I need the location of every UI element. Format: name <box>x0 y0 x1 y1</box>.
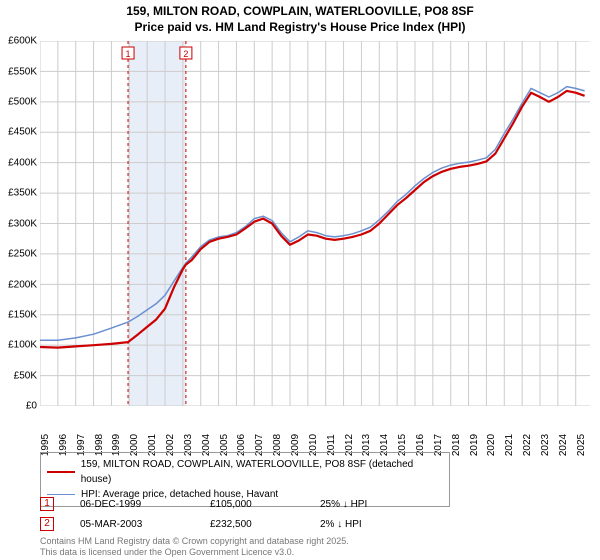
sale-diff: 2% ↓ HPI <box>320 519 420 530</box>
y-tick-label: £250K <box>8 249 37 260</box>
sale-marker: 2 <box>40 517 54 531</box>
x-axis-labels: 1995199619971998199920002001200220032004… <box>40 415 590 455</box>
legend-row: 159, MILTON ROAD, COWPLAIN, WATERLOOVILL… <box>47 457 443 487</box>
sale-row: 1 06-DEC-1999£105,00025% ↓ HPI <box>40 494 420 514</box>
sale-price: £232,500 <box>210 519 320 530</box>
y-tick-label: £600K <box>8 36 37 47</box>
title-line-1: 159, MILTON ROAD, COWPLAIN, WATERLOOVILL… <box>0 4 600 20</box>
attribution-line-2: This data is licensed under the Open Gov… <box>40 547 349 558</box>
y-tick-label: £150K <box>8 309 37 320</box>
svg-text:1: 1 <box>126 49 131 59</box>
y-tick-label: £500K <box>8 97 37 108</box>
y-tick-label: £0 <box>26 401 37 412</box>
chart-container: 159, MILTON ROAD, COWPLAIN, WATERLOOVILL… <box>0 0 600 560</box>
x-tick-label: 2018 <box>451 434 462 456</box>
x-tick-label: 2019 <box>469 434 480 456</box>
x-tick-label: 2020 <box>486 434 497 456</box>
y-tick-label: £300K <box>8 218 37 229</box>
chart-title-block: 159, MILTON ROAD, COWPLAIN, WATERLOOVILL… <box>0 0 600 35</box>
chart-area: 12 £0£50K£100K£150K£200K£250K£300K£350K£… <box>40 41 590 406</box>
y-tick-label: £350K <box>8 188 37 199</box>
sale-diff: 25% ↓ HPI <box>320 499 420 510</box>
sale-row: 2 05-MAR-2003£232,5002% ↓ HPI <box>40 514 420 534</box>
y-tick-label: £200K <box>8 279 37 290</box>
sales-table: 1 06-DEC-1999£105,00025% ↓ HPI 2 05-MAR-200… <box>40 494 420 534</box>
x-tick-label: 2022 <box>522 434 533 456</box>
y-tick-label: £450K <box>8 127 37 138</box>
sale-date: 05-MAR-2003 <box>80 519 210 530</box>
x-tick-label: 2025 <box>576 434 587 456</box>
title-line-2: Price paid vs. HM Land Registry's House … <box>0 20 600 36</box>
legend-swatch <box>47 471 75 473</box>
x-tick-label: 2023 <box>540 434 551 456</box>
y-tick-label: £50K <box>14 370 37 381</box>
legend-label: 159, MILTON ROAD, COWPLAIN, WATERLOOVILL… <box>81 457 443 487</box>
sale-price: £105,000 <box>210 499 320 510</box>
y-tick-label: £100K <box>8 340 37 351</box>
x-tick-label: 2024 <box>558 434 569 456</box>
attribution-text: Contains HM Land Registry data © Crown c… <box>40 536 349 558</box>
sale-date: 06-DEC-1999 <box>80 499 210 510</box>
y-tick-label: £400K <box>8 157 37 168</box>
sale-marker: 1 <box>40 497 54 511</box>
svg-text:2: 2 <box>183 49 188 59</box>
chart-svg: 12 <box>40 41 590 406</box>
y-tick-label: £550K <box>8 66 37 77</box>
x-tick-label: 2021 <box>504 434 515 456</box>
attribution-line-1: Contains HM Land Registry data © Crown c… <box>40 536 349 547</box>
